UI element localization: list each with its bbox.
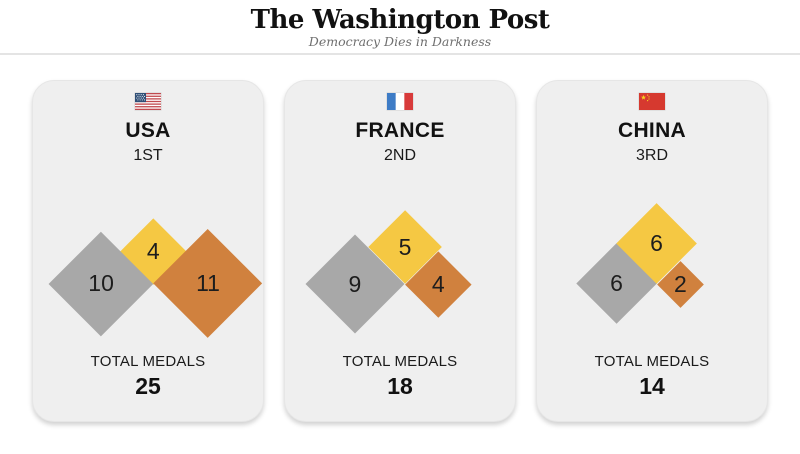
total-medals-label: TOTAL MEDALS [594, 353, 710, 370]
china-flag-icon [537, 93, 767, 110]
country-rank: 1ST [133, 147, 163, 164]
silver-medal-count: 9 [349, 270, 362, 297]
total-medals-block: TOTAL MEDALS 18 [285, 353, 515, 399]
country-name: USA [125, 119, 171, 142]
silver-diamond: 6 [576, 243, 657, 325]
total-medals-block: TOTAL MEDALS 14 [537, 353, 767, 399]
gold-medal-count: 4 [146, 237, 160, 264]
masthead-tagline: Democracy Dies in Darkness [308, 34, 492, 49]
country-rank: 3RD [635, 147, 668, 164]
bronze-diamond: 11 [152, 229, 263, 339]
header-divider [0, 53, 800, 55]
gold-medal-count: 5 [398, 233, 412, 260]
medal-cards-row: USA 1ST 10 4 11 TOTAL MEDALS 25 FRANCE 2ND… [0, 80, 800, 422]
bronze-medal-count: 4 [431, 270, 445, 297]
gold-medal-count: 6 [650, 230, 664, 257]
total-medals-block: TOTAL MEDALS 25 [33, 353, 263, 399]
usa-flag-icon [33, 93, 263, 110]
total-medals-value: 14 [639, 373, 665, 399]
silver-diamond: 9 [305, 234, 405, 334]
bronze-diamond: 4 [404, 250, 471, 317]
france-flag-icon [285, 93, 515, 110]
country-name: FRANCE [355, 119, 445, 142]
washington-post-logo: The Washington Post [250, 5, 550, 35]
gold-diamond: 6 [616, 203, 698, 284]
bronze-diamond: 2 [656, 260, 704, 308]
total-medals-label: TOTAL MEDALS [90, 353, 206, 370]
masthead: The Washington Post Democracy Dies in Da… [0, 0, 800, 50]
country-name: CHINA [618, 119, 686, 142]
olympic-medals-infographic: The Washington Post Democracy Dies in Da… [0, 0, 800, 422]
total-medals-label: TOTAL MEDALS [342, 353, 458, 370]
bronze-medal-count: 11 [195, 270, 220, 297]
silver-medal-count: 6 [610, 270, 623, 297]
gold-diamond: 5 [368, 210, 442, 284]
gold-diamond: 4 [119, 217, 186, 284]
bronze-medal-count: 2 [673, 270, 687, 297]
country-card-usa: USA 1ST 10 4 11 TOTAL MEDALS 25 [32, 80, 264, 422]
silver-medal-count: 10 [88, 270, 114, 297]
total-medals-value: 25 [135, 373, 161, 399]
country-rank: 2ND [383, 147, 416, 164]
silver-diamond: 10 [48, 231, 153, 337]
total-medals-value: 18 [387, 373, 413, 399]
